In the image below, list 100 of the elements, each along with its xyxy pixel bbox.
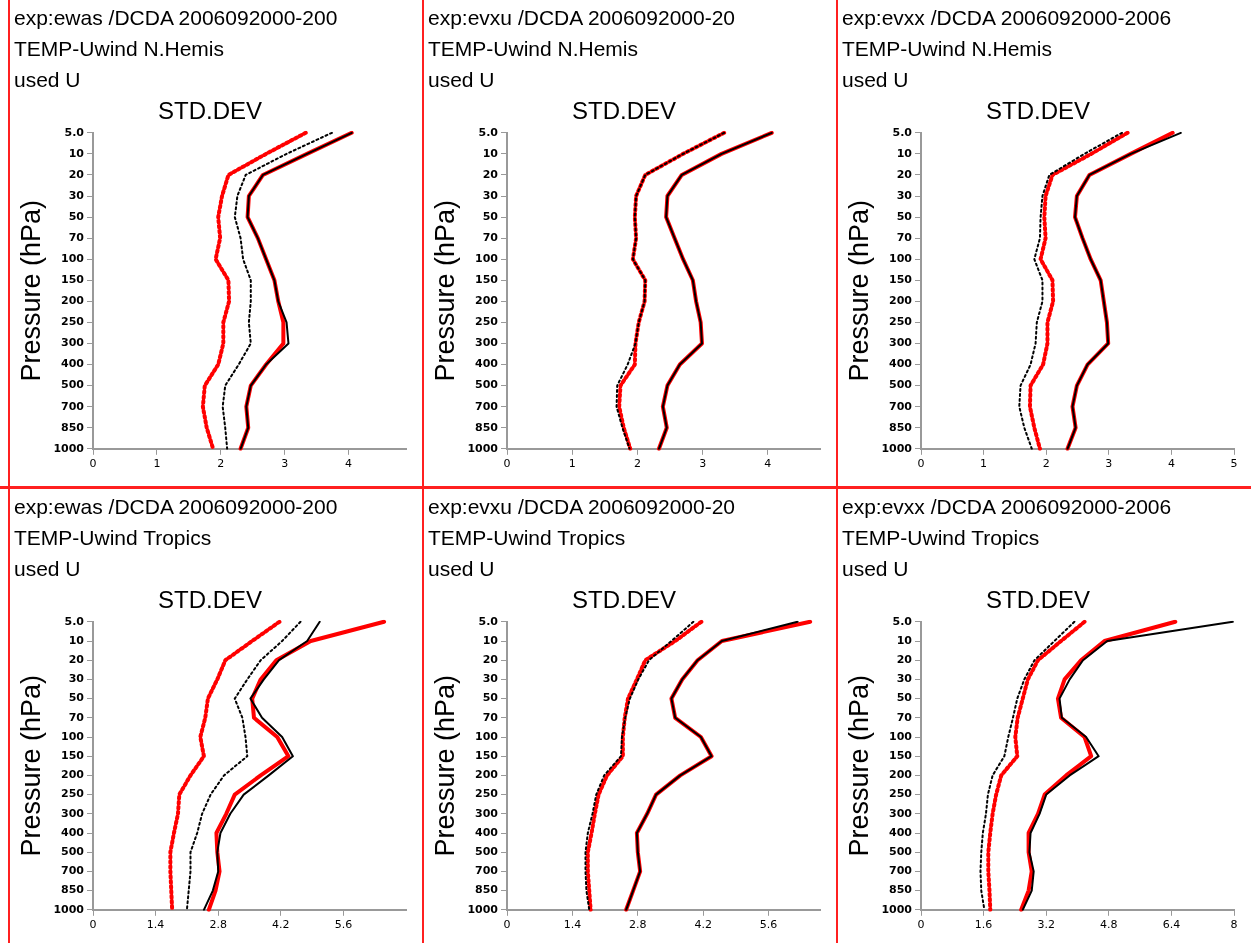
chart-title: STD.DEV bbox=[985, 97, 1091, 125]
x-tick-label: 4.2 bbox=[272, 918, 290, 932]
y-tick-label: 500 bbox=[475, 378, 499, 392]
x-tick-label: 3.2 bbox=[1037, 918, 1055, 932]
y-tick-label: 500 bbox=[889, 378, 913, 392]
y-tick-label: 10 bbox=[482, 146, 499, 160]
y-axis-title: Pressure (hPa) bbox=[429, 675, 460, 857]
y-tick-label: 850 bbox=[475, 883, 499, 897]
y-tick-label: 400 bbox=[475, 357, 499, 371]
x-tick-label: 1.4 bbox=[563, 918, 582, 932]
y-tick-label: 5.0 bbox=[64, 614, 85, 628]
y-tick-label: 5.0 bbox=[64, 125, 85, 139]
y-tick-label: 150 bbox=[475, 749, 499, 763]
chart-title: STD.DEV bbox=[571, 97, 677, 125]
y-tick-label: 700 bbox=[475, 864, 499, 878]
x-tick-label: 2 bbox=[1042, 457, 1050, 471]
y-tick-label: 30 bbox=[896, 188, 913, 202]
y-tick-label: 500 bbox=[889, 845, 913, 859]
y-tick-label: 100 bbox=[889, 729, 913, 743]
y-tick-label: 300 bbox=[475, 336, 499, 350]
y-tick-label: 200 bbox=[889, 294, 913, 308]
y-tick-label: 5.0 bbox=[478, 614, 499, 628]
y-tick-label: 50 bbox=[68, 691, 85, 705]
chart-title: STD.DEV bbox=[157, 586, 263, 614]
text: exp:ewas /DCDA 2006092000-200 bbox=[14, 5, 339, 31]
text: TEMP-Uwind Tropics bbox=[842, 525, 1041, 551]
y-tick-label: 100 bbox=[475, 729, 499, 743]
y-tick-label: 70 bbox=[482, 710, 499, 724]
y-tick-label: 50 bbox=[896, 691, 913, 705]
y-tick-label: 250 bbox=[475, 315, 499, 329]
x-tick-label: 0 bbox=[89, 457, 97, 471]
y-tick-label: 10 bbox=[896, 633, 913, 647]
x-tick-label: 2.8 bbox=[209, 918, 227, 932]
text: exp:evxu /DCDA 2006092000-20 bbox=[428, 494, 737, 520]
y-tick-label: 400 bbox=[61, 825, 85, 839]
y-tick-label: 70 bbox=[482, 230, 499, 244]
x-tick-label: 3 bbox=[699, 457, 707, 471]
y-tick-label: 250 bbox=[889, 315, 913, 329]
y-tick-label: 5.0 bbox=[478, 125, 499, 139]
y-tick-label: 400 bbox=[889, 825, 913, 839]
x-tick-label: 3 bbox=[281, 457, 289, 471]
y-tick-label: 10 bbox=[68, 633, 85, 647]
y-tick-label: 700 bbox=[61, 864, 85, 878]
y-tick-label: 1000 bbox=[881, 902, 913, 916]
x-tick-label: 5 bbox=[1230, 457, 1238, 471]
text: exp:evxx /DCDA 2006092000-2006 bbox=[842, 494, 1173, 520]
y-tick-label: 1000 bbox=[467, 441, 499, 455]
x-tick-label: 4.2 bbox=[694, 918, 712, 932]
y-tick-label: 300 bbox=[889, 806, 913, 820]
y-tick-label: 700 bbox=[889, 399, 913, 413]
y-tick-label: 700 bbox=[889, 864, 913, 878]
x-tick-label: 0 bbox=[503, 457, 511, 471]
y-tick-label: 400 bbox=[889, 357, 913, 371]
y-tick-label: 150 bbox=[61, 749, 85, 763]
y-tick-label: 500 bbox=[61, 845, 85, 859]
y-tick-label: 20 bbox=[482, 653, 499, 667]
chart-title: STD.DEV bbox=[157, 97, 263, 125]
y-tick-label: 850 bbox=[61, 883, 85, 897]
y-tick-label: 250 bbox=[889, 787, 913, 801]
y-tick-label: 400 bbox=[61, 357, 85, 371]
y-tick-label: 150 bbox=[889, 749, 913, 763]
y-tick-label: 150 bbox=[475, 273, 499, 287]
y-axis-title: Pressure (hPa) bbox=[429, 200, 460, 382]
y-tick-label: 70 bbox=[68, 230, 85, 244]
chart-title: STD.DEV bbox=[571, 586, 677, 614]
y-tick-label: 850 bbox=[475, 420, 499, 434]
text: exp:evxu /DCDA 2006092000-20 bbox=[428, 5, 737, 31]
y-tick-label: 10 bbox=[896, 146, 913, 160]
y-axis-title: Pressure (hPa) bbox=[15, 200, 46, 382]
y-tick-label: 700 bbox=[61, 399, 85, 413]
y-tick-label: 10 bbox=[482, 633, 499, 647]
y-tick-label: 10 bbox=[68, 146, 85, 160]
y-tick-label: 100 bbox=[889, 252, 913, 266]
y-tick-label: 70 bbox=[896, 230, 913, 244]
y-tick-label: 250 bbox=[475, 787, 499, 801]
y-tick-label: 20 bbox=[68, 653, 85, 667]
y-tick-label: 50 bbox=[482, 691, 499, 705]
y-tick-label: 20 bbox=[482, 167, 499, 181]
y-axis-title: Pressure (hPa) bbox=[15, 675, 46, 857]
x-tick-label: 5.6 bbox=[334, 918, 353, 932]
x-tick-label: 0 bbox=[89, 918, 97, 932]
y-tick-label: 700 bbox=[475, 399, 499, 413]
text: exp:ewas /DCDA 2006092000-200 bbox=[14, 494, 339, 520]
x-tick-label: 2 bbox=[217, 457, 225, 471]
x-tick-label: 1 bbox=[980, 457, 988, 471]
x-tick-label: 0 bbox=[503, 918, 511, 932]
y-tick-label: 300 bbox=[889, 336, 913, 350]
text: TEMP-Uwind N.Hemis bbox=[842, 36, 1054, 62]
y-tick-label: 50 bbox=[68, 209, 85, 223]
x-tick-label: 1 bbox=[568, 457, 576, 471]
y-tick-label: 70 bbox=[68, 710, 85, 724]
x-tick-label: 1.6 bbox=[974, 918, 993, 932]
y-tick-label: 20 bbox=[896, 167, 913, 181]
x-tick-label: 2 bbox=[633, 457, 641, 471]
y-tick-label: 300 bbox=[61, 336, 85, 350]
y-tick-label: 30 bbox=[482, 672, 499, 686]
y-tick-label: 300 bbox=[61, 806, 85, 820]
y-tick-label: 850 bbox=[889, 420, 913, 434]
x-tick-label: 4 bbox=[345, 457, 353, 471]
y-tick-label: 1000 bbox=[467, 902, 499, 916]
